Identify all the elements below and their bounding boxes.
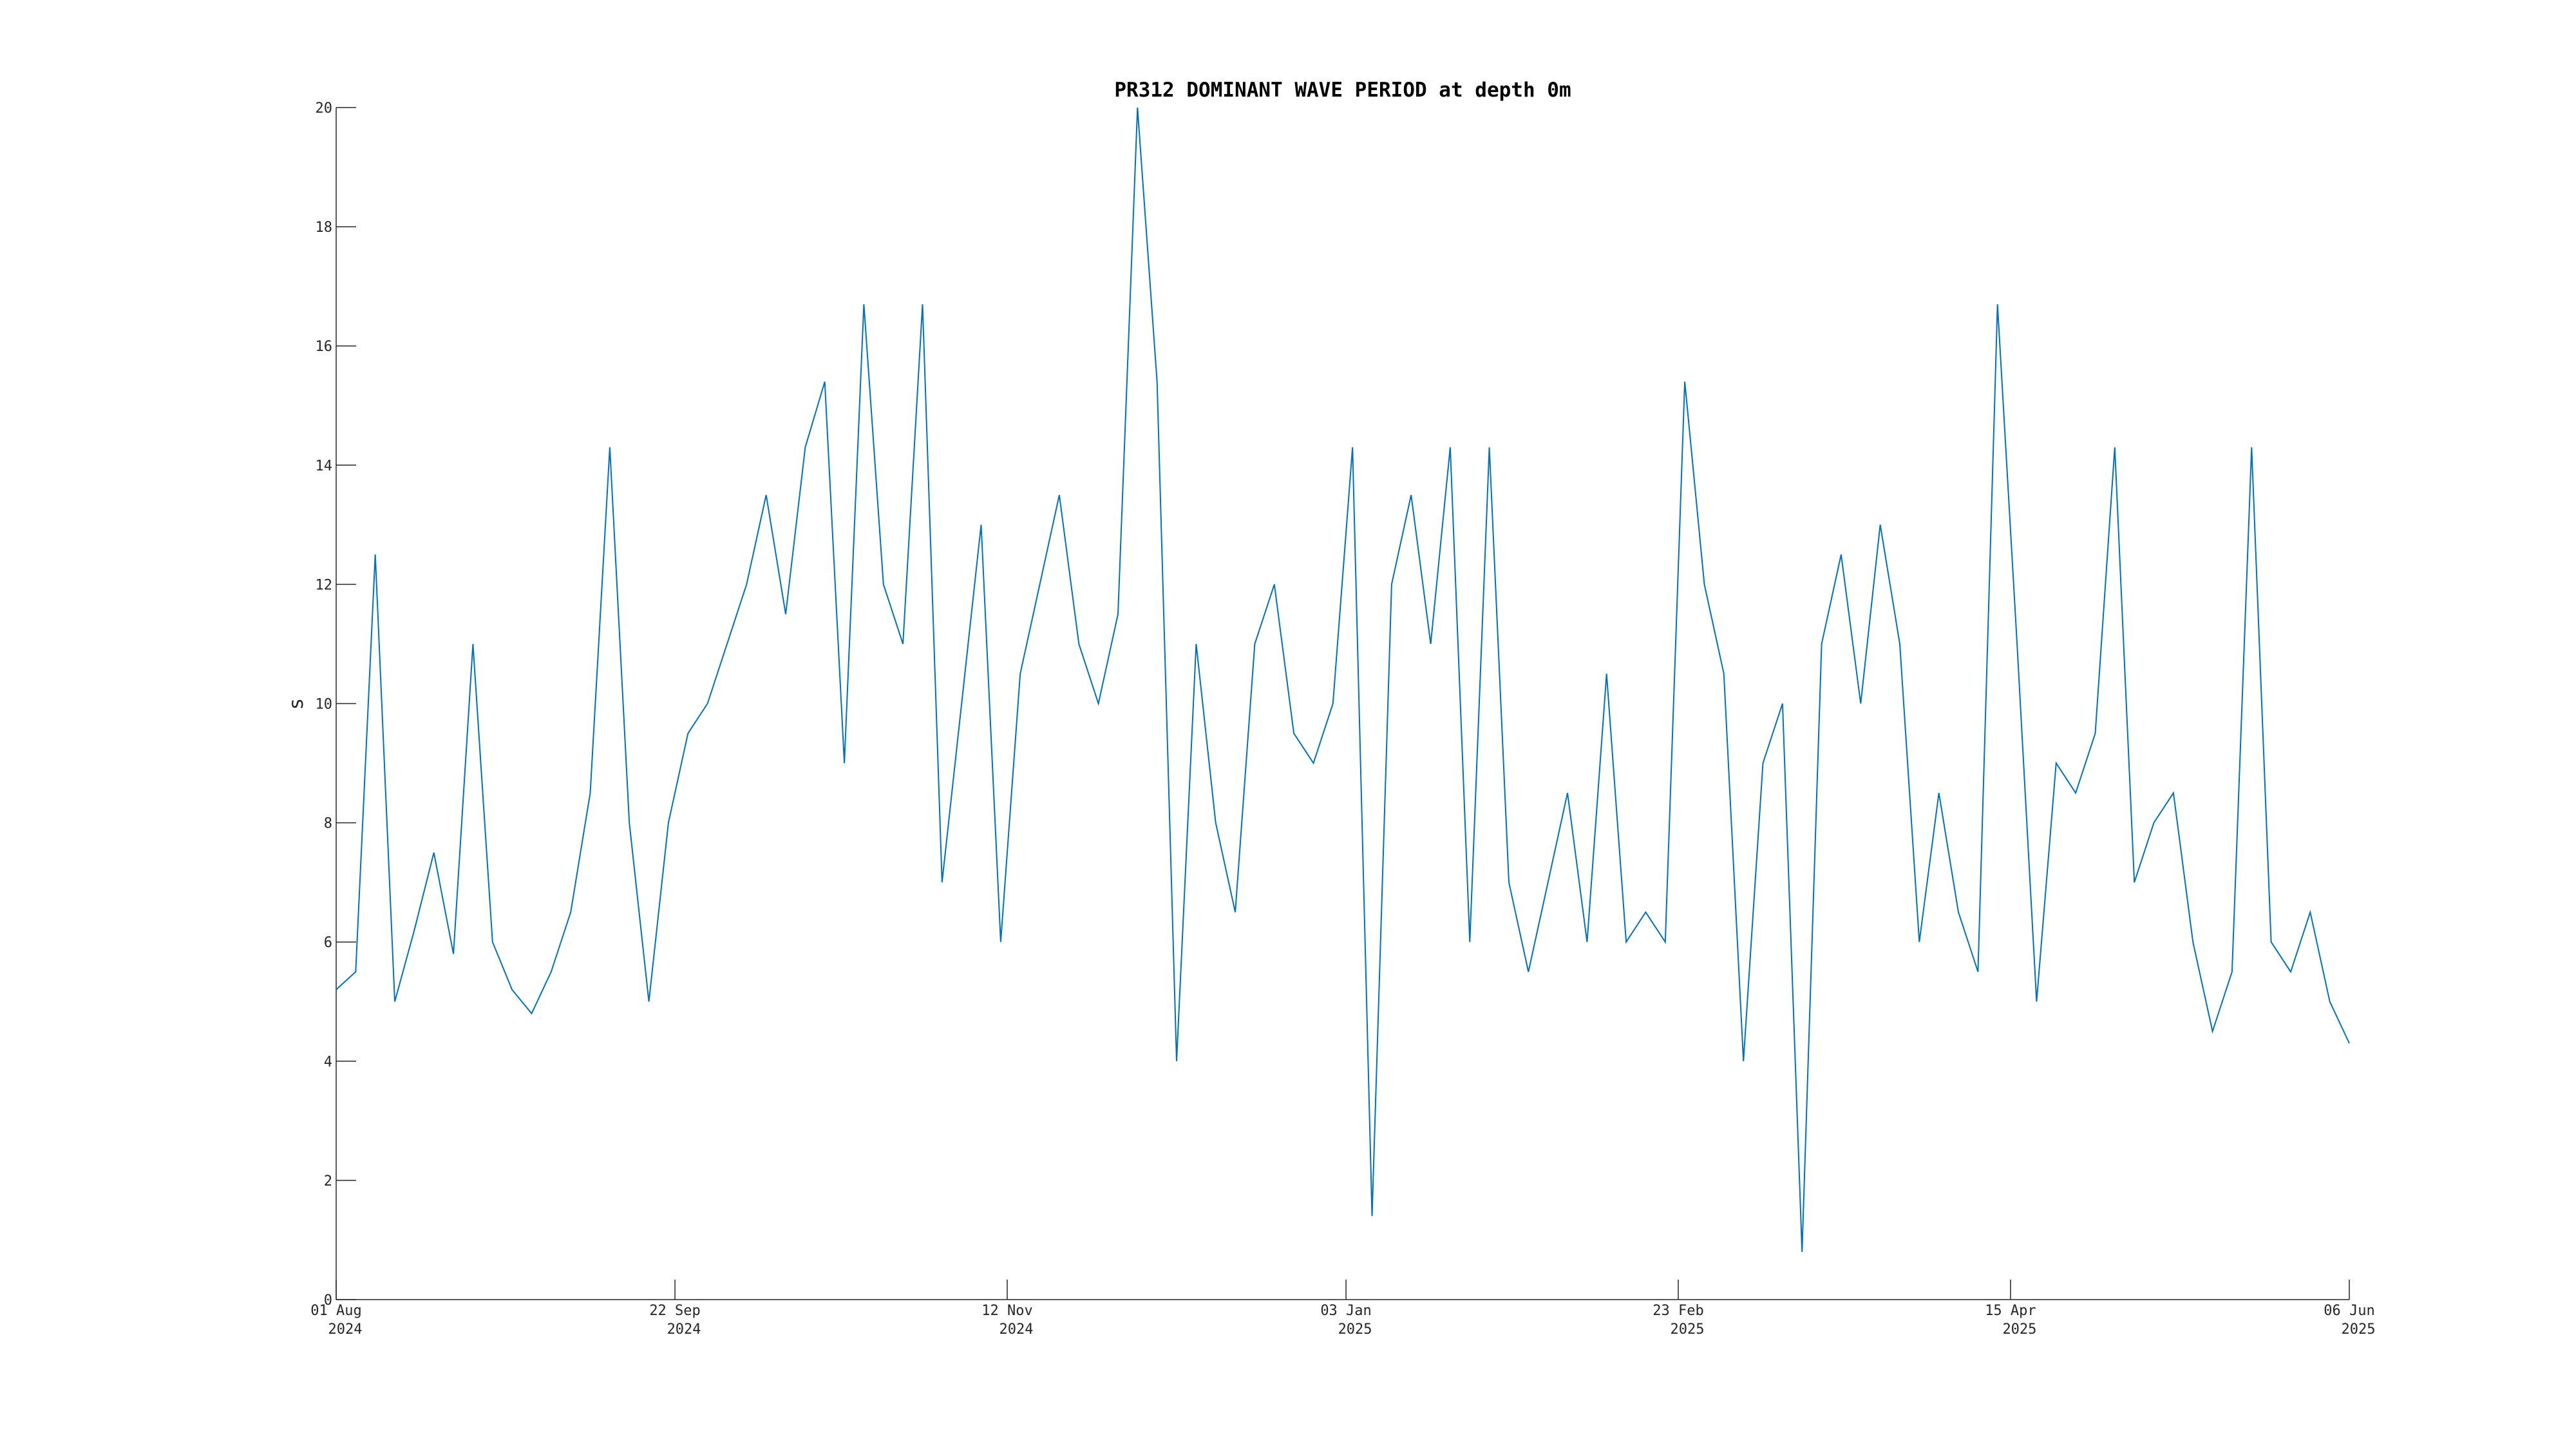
x-tick-label: 15 Apr: [1985, 1303, 2036, 1319]
x-tick-label: 2025: [1671, 1321, 1705, 1338]
x-tick-label: 22 Sep: [649, 1303, 700, 1319]
y-axis-label: s: [285, 699, 308, 709]
y-tick-label: 14: [316, 458, 333, 474]
x-tick-label: 03 Jan: [1320, 1303, 1371, 1319]
x-tick-label: 2025: [2342, 1321, 2376, 1338]
y-tick-label: 20: [316, 100, 333, 117]
x-tick-label: 06 Jun: [2324, 1303, 2374, 1319]
y-tick-label: 2: [324, 1173, 332, 1189]
x-tick-label: 2024: [999, 1321, 1034, 1338]
x-tick-label: 2024: [328, 1321, 363, 1338]
chart-title: PR312 DOMINANT WAVE PERIOD at depth 0m: [1114, 79, 1571, 102]
y-tick-label: 18: [316, 220, 333, 236]
y-tick-label: 8: [324, 816, 332, 832]
x-tick-label: 01 Aug: [310, 1303, 361, 1319]
x-tick-label: 2024: [667, 1321, 701, 1338]
y-tick-label: 0: [324, 1293, 332, 1309]
x-tick-label: 2025: [2002, 1321, 2036, 1338]
y-tick-label: 4: [324, 1054, 332, 1070]
x-tick-label: 2025: [1338, 1321, 1372, 1338]
y-tick-label: 6: [324, 935, 332, 951]
x-tick-label: 23 Feb: [1653, 1303, 1703, 1319]
x-tick-label: 12 Nov: [981, 1303, 1032, 1319]
data-line: [336, 107, 2350, 1253]
y-tick-label: 10: [316, 697, 333, 713]
y-tick-label: 12: [316, 577, 333, 593]
y-tick-label: 16: [316, 339, 333, 355]
